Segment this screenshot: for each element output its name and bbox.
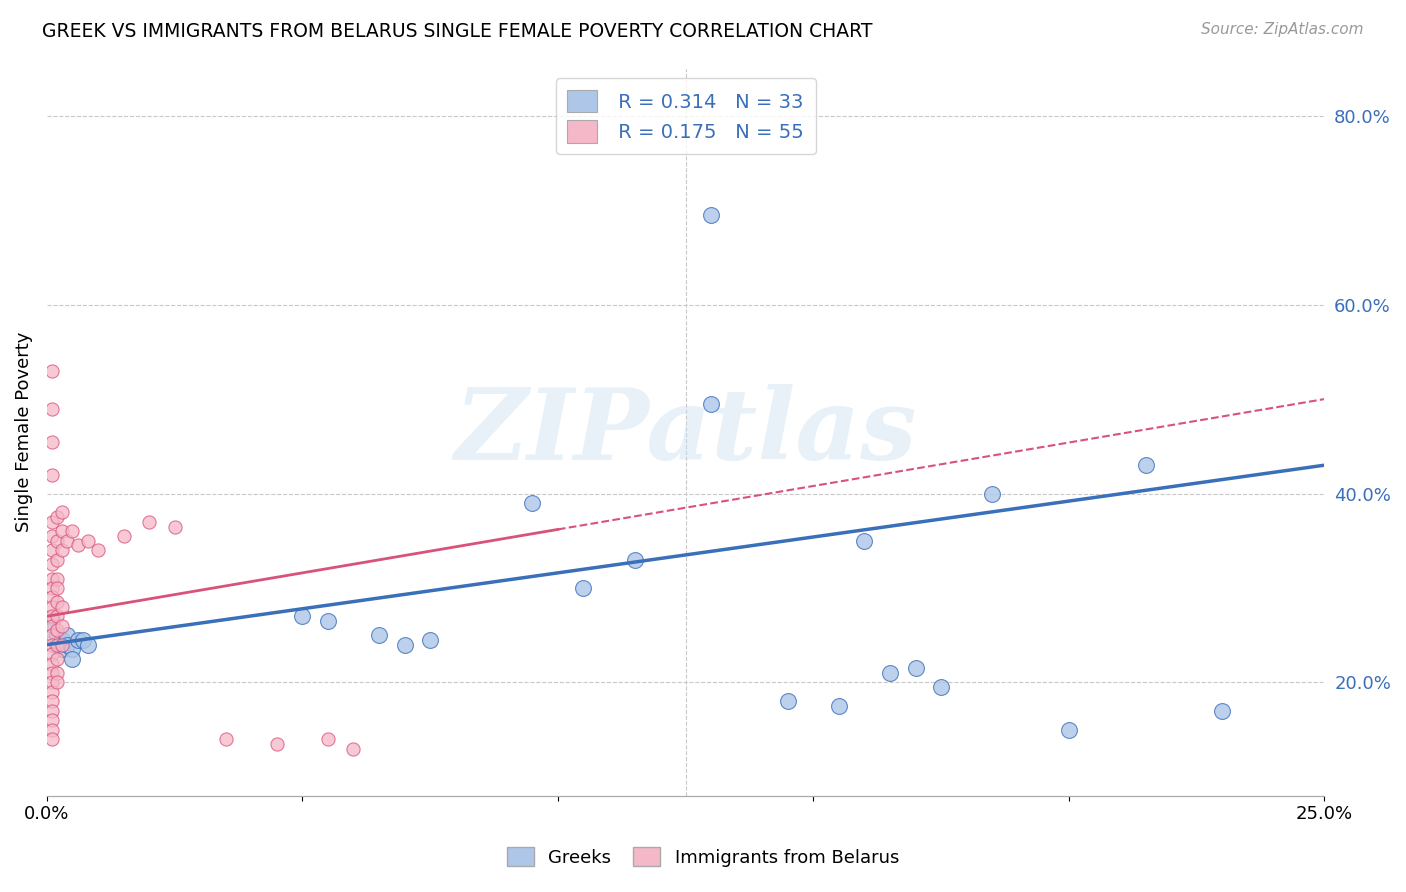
Point <box>41 657 63 671</box>
Point <box>51 642 73 657</box>
Point <box>46 665 69 680</box>
Point <box>62 642 84 657</box>
Point <box>46 652 69 666</box>
Point <box>41 647 63 661</box>
Point <box>41 572 63 586</box>
Point <box>46 638 69 652</box>
Point <box>41 638 63 652</box>
Point <box>41 713 63 727</box>
Point <box>41 364 63 378</box>
Point <box>316 614 339 628</box>
Point <box>368 628 391 642</box>
Point <box>138 515 160 529</box>
Point <box>623 552 645 566</box>
Point <box>41 685 63 699</box>
Text: GREEK VS IMMIGRANTS FROM BELARUS SINGLE FEMALE POVERTY CORRELATION CHART: GREEK VS IMMIGRANTS FROM BELARUS SINGLE … <box>42 22 873 41</box>
Point <box>46 533 69 548</box>
Point <box>46 638 69 652</box>
Point <box>291 609 314 624</box>
Point <box>51 524 73 539</box>
Point <box>51 505 73 519</box>
Point <box>46 628 69 642</box>
Point <box>76 638 98 652</box>
Point <box>41 704 63 718</box>
Point <box>342 741 364 756</box>
Point <box>41 467 63 482</box>
Point <box>46 552 69 566</box>
Text: ZIPatlas: ZIPatlas <box>454 384 917 481</box>
Point <box>46 572 69 586</box>
Point <box>776 694 799 708</box>
Point <box>51 619 73 633</box>
Legend:  R = 0.314   N = 33,  R = 0.175   N = 55: R = 0.314 N = 33, R = 0.175 N = 55 <box>555 78 815 154</box>
Point <box>72 632 94 647</box>
Point <box>62 524 84 539</box>
Point <box>41 599 63 614</box>
Point <box>1057 723 1080 737</box>
Point <box>266 737 288 751</box>
Point <box>41 529 63 543</box>
Point <box>76 533 98 548</box>
Point <box>41 558 63 572</box>
Point <box>522 496 544 510</box>
Point <box>879 665 901 680</box>
Point <box>41 581 63 595</box>
Point <box>394 638 416 652</box>
Point <box>56 638 79 652</box>
Point <box>87 543 110 558</box>
Point <box>316 732 339 747</box>
Point <box>46 675 69 690</box>
Point <box>41 515 63 529</box>
Point <box>572 581 595 595</box>
Point <box>41 591 63 605</box>
Point <box>51 543 73 558</box>
Point <box>46 595 69 609</box>
Point <box>46 510 69 524</box>
Point <box>1135 458 1157 473</box>
Point <box>41 694 63 708</box>
Point <box>904 661 927 675</box>
Point <box>41 619 63 633</box>
Point <box>700 208 723 222</box>
Point <box>51 599 73 614</box>
Point <box>56 533 79 548</box>
Point <box>215 732 238 747</box>
Point <box>163 519 186 533</box>
Point <box>41 675 63 690</box>
Point <box>51 632 73 647</box>
Point <box>929 680 952 694</box>
Point <box>1211 704 1233 718</box>
Point <box>51 638 73 652</box>
Point <box>419 632 441 647</box>
Point <box>41 732 63 747</box>
Point <box>853 533 876 548</box>
Point <box>828 699 851 714</box>
Legend: Greeks, Immigrants from Belarus: Greeks, Immigrants from Belarus <box>499 840 907 874</box>
Point <box>66 539 89 553</box>
Point <box>41 609 63 624</box>
Point <box>700 397 723 411</box>
Point <box>981 486 1004 500</box>
Point <box>41 624 63 638</box>
Point <box>46 624 69 638</box>
Y-axis label: Single Female Poverty: Single Female Poverty <box>15 332 32 533</box>
Text: Source: ZipAtlas.com: Source: ZipAtlas.com <box>1201 22 1364 37</box>
Point <box>41 543 63 558</box>
Point <box>46 609 69 624</box>
Point <box>41 434 63 449</box>
Point <box>62 652 84 666</box>
Point <box>56 628 79 642</box>
Point <box>41 614 63 628</box>
Point <box>41 401 63 416</box>
Point <box>112 529 135 543</box>
Point <box>41 665 63 680</box>
Point <box>41 628 63 642</box>
Point <box>66 632 89 647</box>
Point <box>46 581 69 595</box>
Point <box>41 723 63 737</box>
